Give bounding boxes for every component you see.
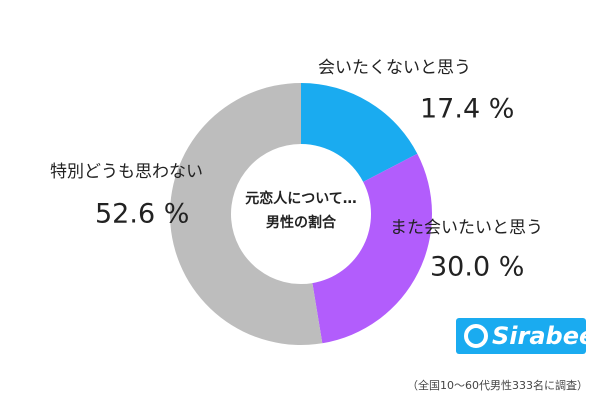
logo-icon [464, 324, 488, 348]
value-label: 17.4 % [420, 94, 514, 125]
donut-segment [170, 83, 323, 346]
footnote: （全国10～60代男性333名に調査） [407, 378, 588, 392]
value-label: 30.0 % [430, 252, 524, 283]
center-subtitle: 男性の割合 [266, 214, 337, 231]
donut-segment [312, 153, 433, 344]
category-label: 特別どうも思わない [50, 162, 203, 182]
logo-box [456, 318, 586, 354]
center-title: 元恋人について… [245, 190, 357, 207]
value-label: 52.6 % [95, 199, 189, 230]
donut-segment [301, 83, 418, 182]
category-label: また会いたいと思う [390, 218, 543, 238]
category-label: 会いたくないと思う [318, 58, 471, 78]
logo-text: Sirabee [492, 322, 595, 350]
